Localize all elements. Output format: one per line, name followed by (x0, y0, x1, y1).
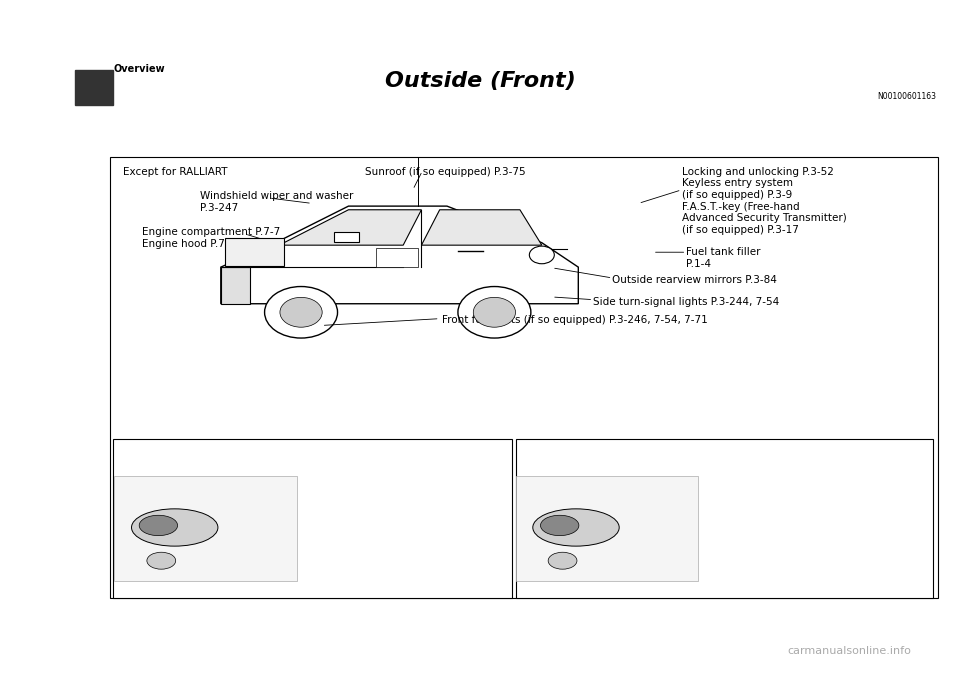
Text: AA5011931: AA5011931 (889, 586, 933, 595)
Text: Front fog lights (if so equipped) P.3-246, 7-54, 7-71: Front fog lights (if so equipped) P.3-24… (442, 315, 708, 325)
Circle shape (458, 287, 531, 338)
Text: Except for RALLIART: Except for RALLIART (123, 167, 228, 177)
FancyBboxPatch shape (110, 157, 938, 598)
Ellipse shape (533, 508, 619, 546)
Polygon shape (421, 210, 541, 245)
Text: [Except for vehicles with high intensity discharge
headlights type]: [Except for vehicles with high intensity… (119, 442, 377, 464)
Text: Sunroof (if so equipped) P.3-75: Sunroof (if so equipped) P.3-75 (365, 167, 525, 177)
Text: Outside rearview mirrors P.3-84: Outside rearview mirrors P.3-84 (612, 275, 778, 285)
Ellipse shape (132, 508, 218, 546)
FancyBboxPatch shape (114, 476, 297, 581)
Text: Front turn-signal lights P.3-244, 7-54, 7-69: Front turn-signal lights P.3-244, 7-54, … (119, 462, 339, 473)
Text: N00100601163: N00100601163 (877, 92, 936, 100)
Text: [For vehicles with high intensity discharge head-
lights type]: [For vehicles with high intensity discha… (520, 442, 775, 464)
Text: Daytime running lights P.7-54, 7-62: Daytime running lights P.7-54, 7-62 (520, 573, 706, 583)
Text: Fuel tank filler
P.1-4: Fuel tank filler P.1-4 (686, 247, 761, 269)
Text: Front turn-signal lights P.3-244, 7-54, 7-69: Front turn-signal lights P.3-244, 7-54, … (520, 462, 740, 473)
Text: Side turn-signal lights P.3-244, 7-54: Side turn-signal lights P.3-244, 7-54 (593, 297, 780, 307)
Ellipse shape (147, 552, 176, 570)
Polygon shape (221, 206, 578, 304)
Ellipse shape (540, 515, 579, 536)
Text: Windshield wiper and washer
P.3-247: Windshield wiper and washer P.3-247 (200, 191, 353, 213)
Polygon shape (221, 267, 250, 304)
Text: Headlights, low beam
P.3-235, 7-54, 7-57: Headlights, low beam P.3-235, 7-54, 7-57 (307, 503, 414, 525)
FancyBboxPatch shape (75, 70, 113, 105)
Text: Headlights, low/high beam
P.3-235, 7-54, 7-64: Headlights, low/high beam P.3-235, 7-54,… (708, 510, 838, 532)
Text: Front side-marker and
parking lights P.3-235,
7-54, 7-67: Front side-marker and parking lights P.3… (699, 476, 808, 509)
Polygon shape (334, 232, 359, 241)
Text: Outside (Front): Outside (Front) (385, 71, 575, 91)
FancyBboxPatch shape (375, 247, 418, 267)
Text: Front side-marker and
parking lights P.3-235,
7-54, 7-65: Front side-marker and parking lights P.3… (296, 476, 405, 509)
Circle shape (280, 298, 323, 327)
Circle shape (473, 298, 516, 327)
Circle shape (265, 287, 338, 338)
Text: Headlights, high beam P.3-235, 7-54, 7-60: Headlights, high beam P.3-235, 7-54, 7-6… (119, 573, 339, 583)
FancyBboxPatch shape (516, 476, 698, 581)
FancyBboxPatch shape (516, 439, 933, 598)
Text: Overview: Overview (113, 64, 165, 75)
Text: Engine compartment P.7-7
Engine hood P.7-4: Engine compartment P.7-7 Engine hood P.7… (142, 227, 280, 249)
Text: Locking and unlocking P.3-52
Keyless entry system
(if so equipped) P.3-9
F.A.S.T: Locking and unlocking P.3-52 Keyless ent… (682, 167, 847, 235)
FancyBboxPatch shape (226, 238, 284, 266)
Circle shape (529, 246, 554, 264)
Polygon shape (279, 210, 421, 245)
Ellipse shape (548, 552, 577, 570)
Ellipse shape (139, 515, 178, 536)
Text: carmanualsonline.info: carmanualsonline.info (787, 646, 911, 656)
FancyBboxPatch shape (113, 439, 512, 598)
